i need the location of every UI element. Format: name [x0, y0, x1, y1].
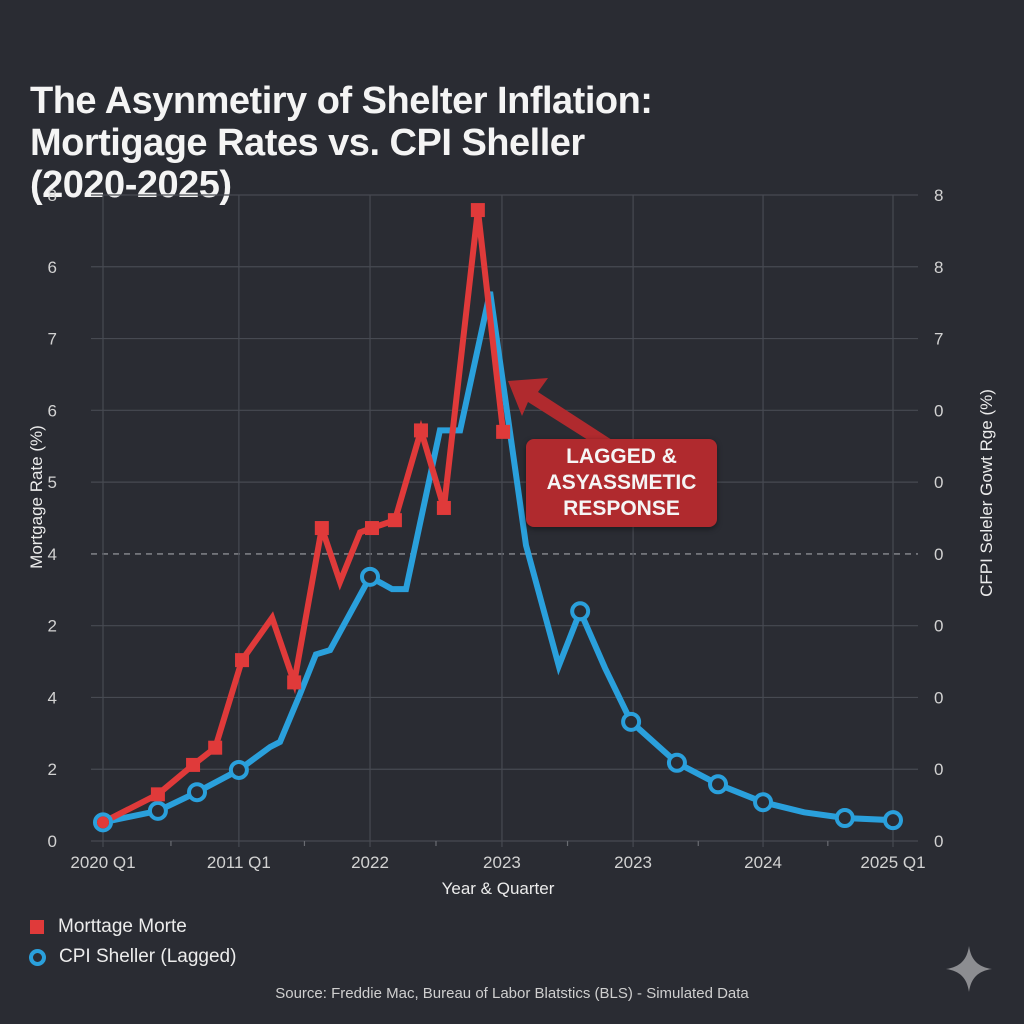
cpi-shelter-marker	[147, 800, 168, 821]
y-tick-label-left: 8	[48, 186, 57, 205]
y-tick-label-right: 0	[934, 617, 943, 636]
axes: 8 6 7 6 5 4 2 4 2 0 8 8 7 0 0 0 0 0 0 0 2020 Q1 2011 Q1 2022 20…	[48, 186, 944, 872]
cpi-shelter-marker	[360, 566, 381, 587]
annotation-line-3: RESPONSE	[563, 497, 680, 520]
legend-label-mortgage: Morttage Morte	[58, 916, 187, 937]
annotation-line-1: LAGGED &	[566, 445, 677, 468]
x-tick-label: 2025 Q1	[860, 853, 925, 872]
x-axis-label: Year & Quarter	[442, 879, 555, 898]
y-tick-label-left: 7	[48, 330, 57, 349]
cpi-shelter-marker	[570, 601, 591, 622]
chart-title: The Asynmetiry of Shelter Inflation: Mor…	[30, 80, 653, 206]
y-tick-label-left: 2	[48, 617, 57, 636]
mortgage-rate-marker	[470, 203, 485, 218]
y-tick-label-left: 0	[48, 832, 57, 851]
y-tick-label-right: 0	[934, 832, 943, 851]
cpi-shelter-marker	[666, 752, 687, 773]
title-line-3: (2020-2025)	[30, 164, 232, 206]
cpi-shelter-marker	[834, 808, 855, 829]
x-tick-label: 2022	[351, 853, 389, 872]
series-layer	[93, 203, 903, 833]
legend: Morttage Morte CPI Sheller (Lagged)	[29, 912, 237, 972]
mortgage-rate-marker	[496, 424, 511, 439]
x-tick-label: 2024	[744, 853, 782, 872]
y-tick-label-left: 6	[48, 401, 57, 420]
mortgage-rate-marker	[287, 675, 302, 690]
x-tick-label: 2023	[483, 853, 521, 872]
sparkle-icon	[946, 946, 992, 992]
x-tick-label: 2020 Q1	[70, 853, 135, 872]
legend-item-mortgage[interactable]: Morttage Morte	[30, 912, 236, 942]
y-tick-label-right: 0	[934, 401, 943, 420]
annotation-line-2: ASYASSMETIC	[546, 471, 697, 494]
mortgage-rate-marker	[150, 787, 165, 802]
y-tick-label-right: 8	[934, 258, 943, 277]
mortgage-rate-marker	[208, 740, 223, 755]
blue-circle-icon	[29, 948, 46, 966]
cpi-shelter-marker	[228, 759, 249, 780]
y-tick-label-left: 2	[48, 760, 57, 779]
y-tick-label-right: 0	[934, 473, 943, 492]
source-note: Source: Freddie Mac, Bureau of Labor Bla…	[275, 985, 749, 1002]
y-axis-label-right: CFPI Seleler Gowt Rge (%)	[977, 389, 996, 597]
annotation-callout: LAGGED & ASYASSMETIC RESPONSE	[526, 439, 717, 527]
cpi-shelter-marker	[753, 792, 774, 813]
mortgage-rate-line	[100, 209, 507, 826]
cpi-shelter-marker	[708, 774, 729, 795]
mortgage-rate-marker	[314, 521, 329, 536]
cpi-shelter-marker	[621, 711, 642, 732]
y-tick-label-right: 0	[934, 545, 943, 564]
title-line-1: The Asynmetiry of Shelter Inflation:	[30, 80, 653, 122]
mortgage-rate-marker	[364, 521, 379, 536]
y-tick-label-left: 5	[48, 473, 57, 492]
cpi-shelter-marker	[883, 810, 903, 831]
y-axis-label-left: Mortgage Rate (%)	[27, 425, 46, 569]
mortgage-rate-marker	[387, 513, 402, 528]
annotation-arrow	[508, 378, 612, 440]
mortgage-rate-marker	[97, 816, 109, 829]
cpi-shelter-marker	[187, 782, 208, 803]
annotation-arrow-shape	[508, 378, 612, 440]
y-tick-label-left: 6	[48, 258, 57, 277]
y-tick-label-right: 7	[934, 330, 943, 349]
mortgage-rate-marker	[436, 500, 451, 515]
x-tick-label: 2011 Q1	[207, 853, 271, 872]
title-line-2: Mortigage Rates vs. CPI Sheller	[30, 122, 585, 164]
legend-label-cpi: CPI Sheller (Lagged)	[59, 946, 237, 967]
red-square-icon	[30, 920, 44, 934]
y-tick-label-left: 4	[48, 688, 57, 707]
mortgage-rate-marker	[413, 423, 428, 438]
mortgage-rate-marker	[235, 653, 250, 668]
y-tick-label-right: 0	[934, 760, 943, 779]
y-tick-label-right: 0	[934, 688, 943, 707]
mortgage-rate-marker	[186, 757, 201, 772]
legend-item-cpi[interactable]: CPI Sheller (Lagged)	[29, 942, 237, 972]
y-tick-label-left: 4	[48, 545, 57, 564]
x-tick-label: 2023	[614, 853, 652, 872]
y-tick-label-right: 8	[934, 186, 943, 205]
